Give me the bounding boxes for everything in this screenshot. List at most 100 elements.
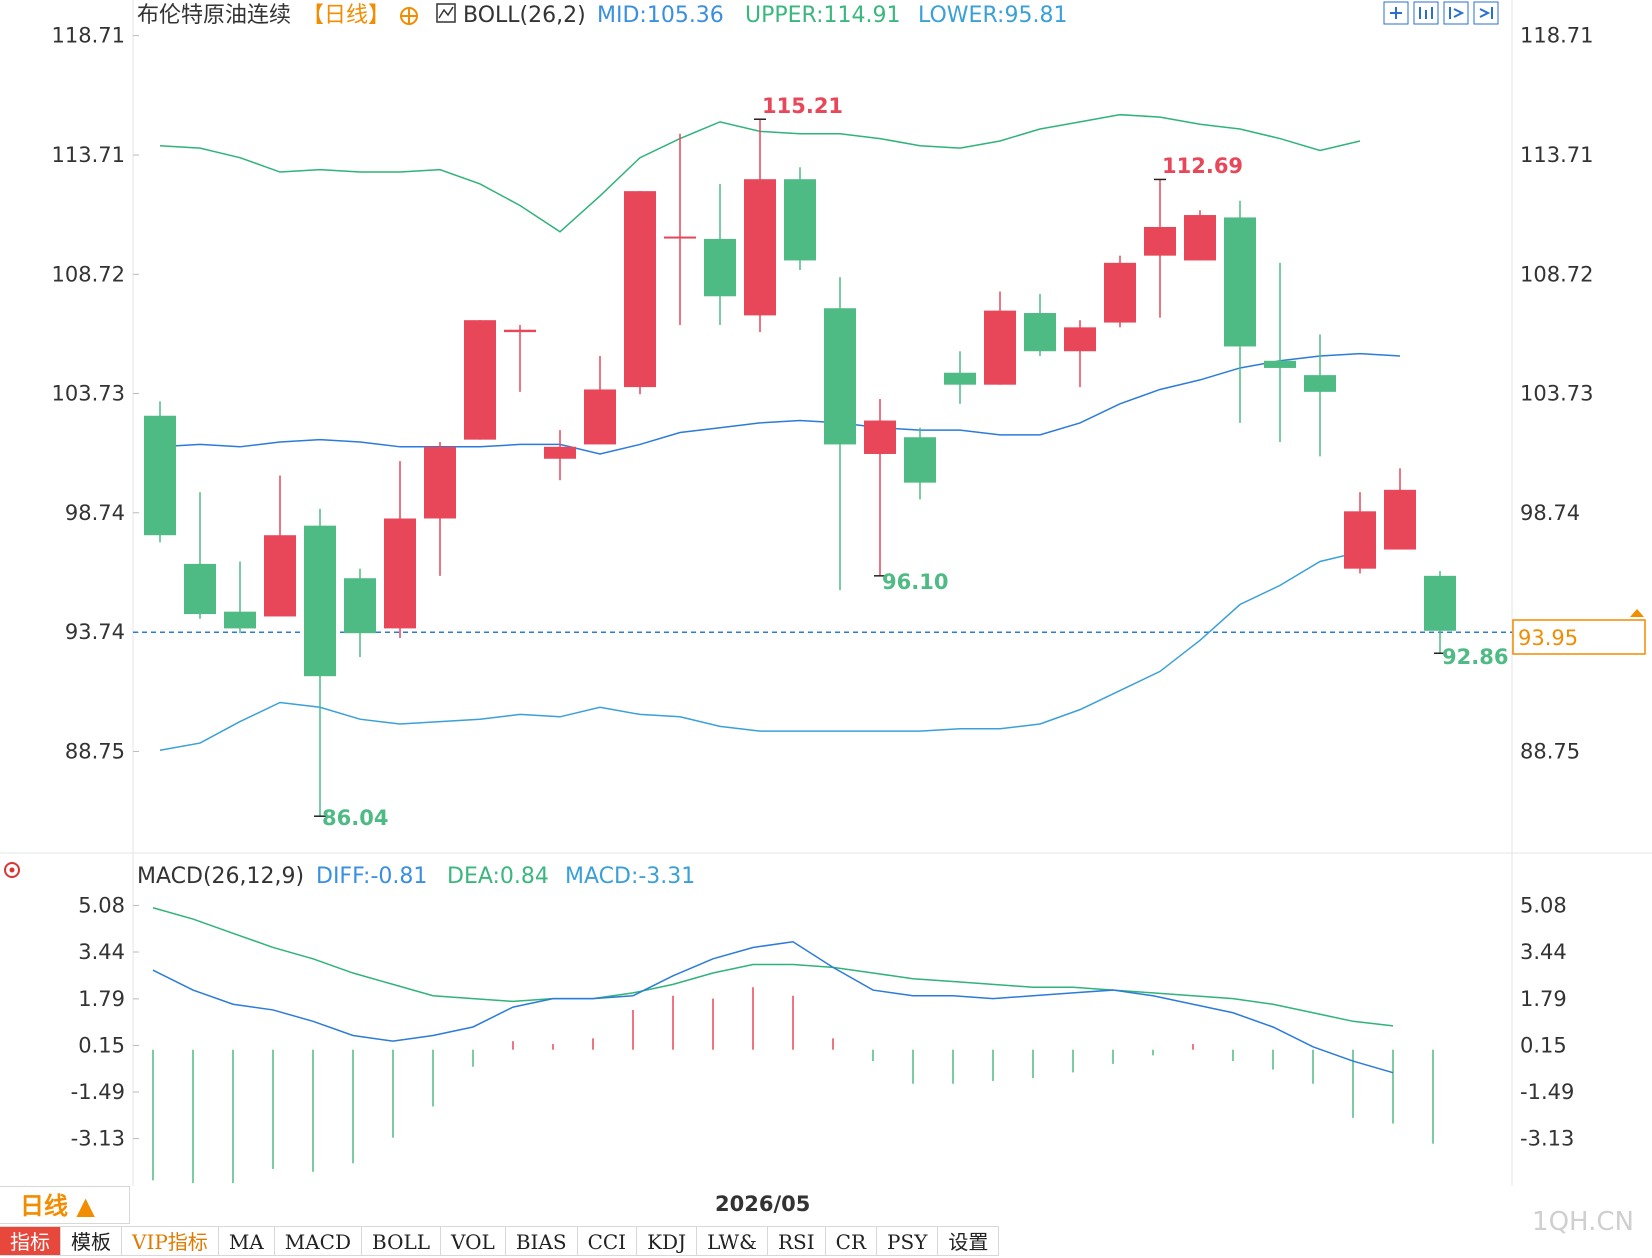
date-axis-label: 2026/05 bbox=[715, 1192, 810, 1216]
y-tick-label-right: 108.72 bbox=[1520, 262, 1593, 286]
toolbar-tab-4[interactable]: MACD bbox=[274, 1226, 362, 1256]
period-selector[interactable]: 日线 ▲ bbox=[0, 1186, 130, 1224]
candle-body bbox=[504, 329, 536, 333]
candle-body bbox=[584, 389, 616, 445]
candle-body bbox=[1064, 327, 1096, 352]
candle bbox=[1264, 262, 1296, 443]
candle bbox=[704, 183, 736, 325]
candle bbox=[784, 167, 816, 270]
indicator-chart-icon[interactable] bbox=[436, 3, 456, 23]
y-tick-label-right: 118.71 bbox=[1520, 24, 1593, 48]
candle-body bbox=[1424, 575, 1456, 631]
candle bbox=[544, 430, 576, 481]
candle-body bbox=[1144, 226, 1176, 256]
y-tick-label-left: 113.71 bbox=[52, 143, 125, 167]
boll-indicator-name: BOLL(26,2) bbox=[463, 3, 586, 28]
chart-canvas[interactable]: 118.71 118.71 113.71 113.71 108.72 108.72 103.… bbox=[0, 0, 1652, 1226]
macd-diff-value: DIFF:-0.81 bbox=[316, 864, 427, 889]
boll-lines bbox=[159, 113, 1401, 751]
candle-body bbox=[704, 238, 736, 297]
candle-body bbox=[1264, 360, 1296, 368]
chart-layout-icon[interactable] bbox=[1413, 1, 1439, 25]
candle-body bbox=[1384, 489, 1416, 550]
candle-body bbox=[184, 563, 216, 615]
macd-y-tick-label-left: 1.79 bbox=[78, 987, 125, 1011]
candle bbox=[424, 442, 456, 576]
candle-body bbox=[784, 179, 816, 261]
candle-body bbox=[424, 446, 456, 519]
macd-panel: 5.08 5.08 3.44 3.44 1.79 1.79 0.15 0.15 -1.49 -1.… bbox=[71, 893, 1574, 1184]
candle bbox=[264, 475, 296, 617]
macd-y-tick-label-left: -3.13 bbox=[71, 1127, 125, 1151]
y-tick-label-left: 93.74 bbox=[65, 620, 125, 644]
candle bbox=[1344, 492, 1376, 574]
toolbar-tab-5[interactable]: BOLL bbox=[362, 1226, 442, 1256]
toolbar-tab-0[interactable]: 指标 bbox=[0, 1226, 61, 1256]
candle-body bbox=[464, 320, 496, 440]
macd-y-tick-label-left: 3.44 bbox=[78, 940, 125, 964]
toolbar-tab-10[interactable]: LW& bbox=[697, 1226, 768, 1256]
candle-body bbox=[344, 578, 376, 634]
macd-diff-line bbox=[152, 941, 1394, 1074]
macd-y-tick-label-right: 0.15 bbox=[1520, 1033, 1567, 1057]
macd-y-tick-label-right: 1.79 bbox=[1520, 987, 1567, 1011]
toolbar-tab-2[interactable]: VIP指标 bbox=[122, 1226, 219, 1256]
candle bbox=[344, 568, 376, 658]
low-label-96: 96.10 bbox=[882, 570, 948, 594]
candle bbox=[1304, 334, 1336, 457]
y-tick-label-right: 113.71 bbox=[1520, 143, 1593, 167]
macd-y-tick-label-left: -1.49 bbox=[71, 1080, 125, 1104]
toolbar-tab-7[interactable]: BIAS bbox=[505, 1226, 578, 1256]
candle-body bbox=[944, 372, 976, 385]
macd-dea-value: DEA:0.84 bbox=[447, 864, 549, 889]
candle bbox=[984, 291, 1016, 385]
candle-body bbox=[984, 310, 1016, 385]
candle-body bbox=[864, 420, 896, 454]
candle bbox=[624, 191, 656, 395]
toolbar-tab-8[interactable]: CCI bbox=[577, 1226, 638, 1256]
zoom-icon[interactable] bbox=[1383, 1, 1409, 25]
macd-y-tick-label-right: -3.13 bbox=[1520, 1127, 1574, 1151]
candle-body bbox=[1224, 217, 1256, 347]
candle bbox=[864, 399, 896, 576]
macd-histogram-value: MACD:-3.31 bbox=[565, 864, 695, 889]
boll-mid-line bbox=[159, 352, 1401, 455]
toolbar-tab-1[interactable]: 模板 bbox=[61, 1226, 122, 1256]
toolbar-tab-6[interactable]: VOL bbox=[441, 1226, 506, 1256]
toolbar-tab-14[interactable]: 设置 bbox=[938, 1226, 1000, 1256]
toolbar-tab-3[interactable]: MA bbox=[218, 1226, 275, 1256]
candle bbox=[1184, 210, 1216, 261]
toolbar-tab-13[interactable]: PSY bbox=[877, 1226, 939, 1256]
macd-y-tick-label-left: 0.15 bbox=[78, 1033, 125, 1057]
y-tick-label-left: 108.72 bbox=[52, 262, 125, 286]
candle-body bbox=[384, 518, 416, 629]
candle-body bbox=[624, 191, 656, 388]
chart-forward-icon[interactable] bbox=[1473, 1, 1499, 25]
toolbar-tab-11[interactable]: RSI bbox=[767, 1226, 826, 1256]
candle bbox=[184, 492, 216, 619]
toolbar-tab-9[interactable]: KDJ bbox=[637, 1226, 698, 1256]
candle bbox=[224, 561, 256, 634]
boll-lower-value: LOWER:95.81 bbox=[918, 3, 1067, 28]
high-label-112: 112.69 bbox=[1162, 154, 1243, 178]
boll-lower-line bbox=[159, 551, 1361, 751]
candle-body bbox=[144, 415, 176, 536]
settings-icon[interactable] bbox=[400, 7, 418, 25]
boll-mid-value: MID:105.36 bbox=[597, 3, 724, 28]
macd-settings-icon[interactable] bbox=[4, 862, 20, 878]
symbol-title: 布伦特原油连续 bbox=[137, 3, 291, 28]
candle-body bbox=[1024, 313, 1056, 352]
macd-y-tick-label-right: 5.08 bbox=[1520, 893, 1567, 917]
y-tick-label-left: 98.74 bbox=[65, 501, 125, 525]
main-panel-grid: 118.71 118.71 113.71 113.71 108.72 108.72 103.… bbox=[52, 24, 1594, 764]
candle bbox=[944, 351, 976, 404]
macd-indicator-name: MACD(26,12,9) bbox=[137, 864, 304, 889]
candle-body bbox=[904, 437, 936, 483]
y-tick-label-left: 103.73 bbox=[52, 382, 125, 406]
candle bbox=[1224, 200, 1256, 423]
toolbar-tab-12[interactable]: CR bbox=[825, 1226, 878, 1256]
candle bbox=[144, 401, 176, 543]
chart-export-icon[interactable] bbox=[1443, 1, 1469, 25]
candle-body bbox=[744, 179, 776, 316]
candle bbox=[1384, 468, 1416, 550]
